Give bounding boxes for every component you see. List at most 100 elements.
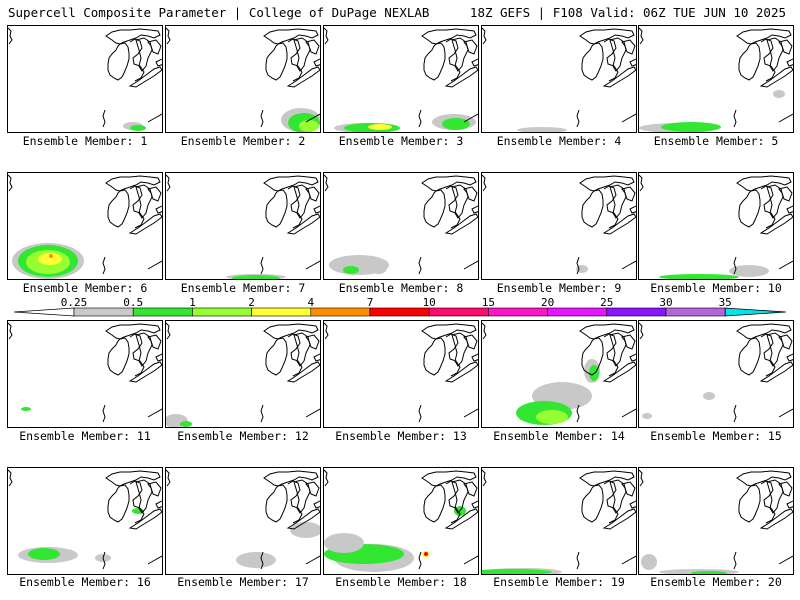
great-lakes-outline <box>293 332 311 367</box>
great-lakes-outline <box>760 333 776 377</box>
ensemble-member-map <box>481 320 637 428</box>
great-lakes-outline <box>760 185 776 229</box>
map-basemap-graphic <box>324 174 478 275</box>
great-lakes-outline <box>260 551 264 570</box>
parameter-contour-fill <box>642 413 652 419</box>
great-lakes-outline <box>305 408 320 418</box>
parameter-contour-fill <box>773 90 785 98</box>
ensemble-member-map <box>481 25 637 133</box>
great-lakes-outline <box>265 337 288 376</box>
map-basemap-graphic <box>482 174 636 275</box>
great-lakes-outline <box>260 109 264 128</box>
great-lakes-outline <box>418 551 422 570</box>
great-lakes-outline <box>463 555 478 565</box>
ensemble-member-label: Ensemble Member: 10 <box>650 281 782 295</box>
great-lakes-outline <box>444 66 478 88</box>
great-lakes-outline <box>639 174 644 192</box>
great-lakes-outline <box>629 58 636 67</box>
great-lakes-outline <box>324 322 329 340</box>
great-lakes-outline <box>621 555 636 565</box>
great-lakes-outline <box>766 479 784 514</box>
great-lakes-outline <box>135 332 153 367</box>
great-lakes-outline <box>445 480 461 524</box>
ensemble-member-label: Ensemble Member: 13 <box>335 429 467 443</box>
great-lakes-outline <box>147 39 162 55</box>
parameter-contour-fill <box>371 262 387 274</box>
ensemble-member-label: Ensemble Member: 19 <box>493 575 625 589</box>
great-lakes-outline <box>609 37 627 72</box>
great-lakes-outline <box>602 213 636 235</box>
great-lakes-outline <box>129 185 145 229</box>
great-lakes-outline <box>128 213 162 235</box>
great-lakes-outline <box>287 333 303 377</box>
great-lakes-outline <box>602 66 636 88</box>
great-lakes-outline <box>766 332 784 367</box>
great-lakes-outline <box>463 260 478 270</box>
great-lakes-outline <box>482 469 487 487</box>
great-lakes-outline <box>265 189 288 228</box>
great-lakes-outline <box>463 481 478 497</box>
ensemble-member-map <box>323 320 479 428</box>
ensemble-member-map <box>323 467 479 575</box>
colorbar-tick-label: 30 <box>659 296 672 309</box>
great-lakes-outline <box>576 109 580 128</box>
great-lakes-outline <box>418 256 422 275</box>
great-lakes-outline <box>778 334 793 350</box>
colorbar-segment <box>606 307 667 317</box>
parameter-contour-fill <box>232 275 280 279</box>
great-lakes-outline <box>135 184 153 219</box>
great-lakes-outline <box>621 260 636 270</box>
great-lakes-outline <box>629 500 636 509</box>
great-lakes-outline <box>8 469 13 487</box>
great-lakes-outline <box>107 189 130 228</box>
great-lakes-outline <box>471 205 478 214</box>
great-lakes-outline <box>759 361 793 383</box>
parameter-contour-fill <box>536 410 568 424</box>
great-lakes-outline <box>128 66 162 88</box>
great-lakes-outline <box>423 337 446 376</box>
great-lakes-outline <box>629 353 636 362</box>
great-lakes-outline <box>576 256 580 275</box>
great-lakes-outline <box>759 213 793 235</box>
ensemble-member-map <box>638 467 794 575</box>
great-lakes-outline <box>287 38 303 82</box>
great-lakes-outline <box>305 260 320 270</box>
parameter-contour-fill <box>482 569 552 574</box>
great-lakes-outline <box>423 484 446 523</box>
great-lakes-outline <box>305 39 320 55</box>
ensemble-member-map <box>481 172 637 280</box>
great-lakes-outline <box>445 185 461 229</box>
great-lakes-outline <box>293 184 311 219</box>
parameter-contour-fill <box>442 118 470 130</box>
great-lakes-outline <box>451 37 469 72</box>
great-lakes-outline <box>324 174 329 192</box>
ensemble-member-map <box>7 172 163 280</box>
great-lakes-outline <box>471 58 478 67</box>
great-lakes-outline <box>738 484 761 523</box>
great-lakes-outline <box>287 480 303 524</box>
great-lakes-outline <box>639 322 644 340</box>
great-lakes-outline <box>581 189 604 228</box>
great-lakes-outline <box>105 175 161 192</box>
great-lakes-outline <box>786 205 793 214</box>
map-basemap-graphic <box>166 469 320 570</box>
parameter-contour-fill <box>576 265 588 273</box>
great-lakes-outline <box>444 213 478 235</box>
parameter-contour-fill <box>28 548 60 560</box>
great-lakes-outline <box>621 334 636 350</box>
great-lakes-outline <box>105 28 161 45</box>
ensemble-member-label: Ensemble Member: 15 <box>650 429 782 443</box>
parameter-contour-fill <box>236 552 276 568</box>
great-lakes-outline <box>418 109 422 128</box>
map-basemap-graphic <box>166 174 320 279</box>
great-lakes-outline <box>609 184 627 219</box>
great-lakes-outline <box>778 555 793 565</box>
great-lakes-outline <box>305 481 320 497</box>
great-lakes-outline <box>621 408 636 418</box>
great-lakes-outline <box>129 38 145 82</box>
great-lakes-outline <box>581 484 604 523</box>
ensemble-member-label: Ensemble Member: 6 <box>22 281 148 295</box>
great-lakes-outline <box>155 205 162 214</box>
great-lakes-outline <box>135 37 153 72</box>
great-lakes-outline <box>629 205 636 214</box>
